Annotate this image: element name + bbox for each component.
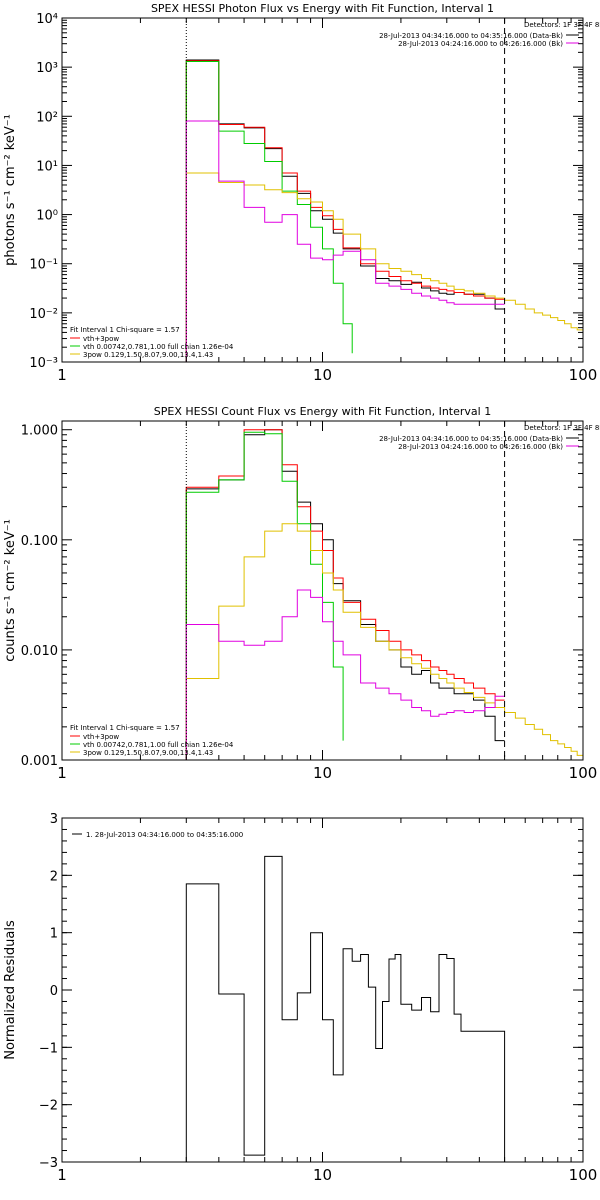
fit-legend-header: Fit Interval 1 Chi-square = 1.57 [70,724,180,732]
series-line-3 [185,172,583,362]
y-tick-label: 3 [50,812,58,827]
legend-entry-label: 1. 28-Jul-2013 04:34:16.000 to 04:35:16.… [86,831,243,839]
y-axis-label: Normalized Residuals [3,920,18,1060]
y-tick-label: 10⁰ [36,209,58,224]
x-tick-label: 10 [313,366,332,384]
y-tick-label: 0.010 [21,644,58,659]
y-tick-label: −2 [39,1099,58,1114]
x-tick-label: 1 [57,1166,67,1184]
y-tick-label: −1 [39,1041,58,1056]
fit-legend-label: vth+3pow [83,335,119,343]
x-tick-label: 100 [569,764,598,782]
fit-legend-label: vth 0.00742,0.781,1.00 full chian 1.26e-… [83,343,234,351]
fit-legend-label: vth+3pow [83,733,119,741]
y-tick-label: 1.000 [21,424,58,439]
series-line-0 [185,59,505,362]
y-tick-label: 1 [50,927,58,942]
y-axis-label: photons s⁻¹ cm⁻² keV⁻¹ [3,114,18,266]
legend-entry-label: 28-Jul-2013 04:34:16.000 to 04:35:16.000… [379,435,563,443]
x-tick-label: 10 [313,764,332,782]
y-tick-label: 10⁻³ [29,356,58,371]
y-tick-label: 0.001 [21,754,58,769]
y-tick-label: 10¹ [36,159,58,174]
y-axis-label: counts s⁻¹ cm⁻² keV⁻¹ [3,519,18,662]
x-tick-label: 10 [313,1166,332,1184]
series-line-4 [185,589,505,760]
fit-legend-label: 3pow 0.129,1.50,8.07,9.00,13.4,1.43 [83,749,213,757]
legend-entry-label: 28-Jul-2013 04:24:16.000 to 04:26:16.000… [398,40,563,48]
fit-legend-header: Fit Interval 1 Chi-square = 1.57 [70,326,180,334]
y-tick-label: 10⁻² [29,307,58,322]
legend-header: Detectors: 1F 3F 4F 8F [524,21,600,29]
y-tick-label: 10² [36,110,58,125]
series-line-2 [185,61,353,362]
y-tick-label: 10⁻¹ [29,258,58,273]
series-line-1 [185,60,505,362]
series-line-0 [185,855,506,1162]
x-tick-label: 100 [569,366,598,384]
y-tick-label: 0.100 [21,534,58,549]
fit-legend-label: 3pow 0.129,1.50,8.07,9.00,13.4,1.43 [83,351,213,359]
legend-entry-label: 28-Jul-2013 04:24:16.000 to 04:26:16.000… [398,443,563,451]
y-tick-label: 2 [50,869,58,884]
legend-header: Detectors: 1F 3F 4F 8F [524,424,600,432]
legend-entry-label: 28-Jul-2013 04:34:16.000 to 04:35:16.000… [379,32,563,40]
y-tick-label: 0 [50,984,58,999]
series-line-4 [185,120,505,362]
x-tick-label: 1 [57,764,67,782]
fit-legend-label: vth 0.00742,0.781,1.00 full chian 1.26e-… [83,741,234,749]
chart-title: SPEX HESSI Count Flux vs Energy with Fit… [154,405,491,418]
series-line-3 [185,523,583,760]
y-tick-label: 10⁴ [36,12,58,27]
y-tick-label: −3 [39,1156,58,1171]
x-tick-label: 100 [569,1166,598,1184]
chart-title: SPEX HESSI Photon Flux vs Energy with Fi… [151,2,494,15]
y-tick-label: 10³ [36,61,58,76]
series-line-2 [185,431,344,760]
x-tick-label: 1 [57,366,67,384]
